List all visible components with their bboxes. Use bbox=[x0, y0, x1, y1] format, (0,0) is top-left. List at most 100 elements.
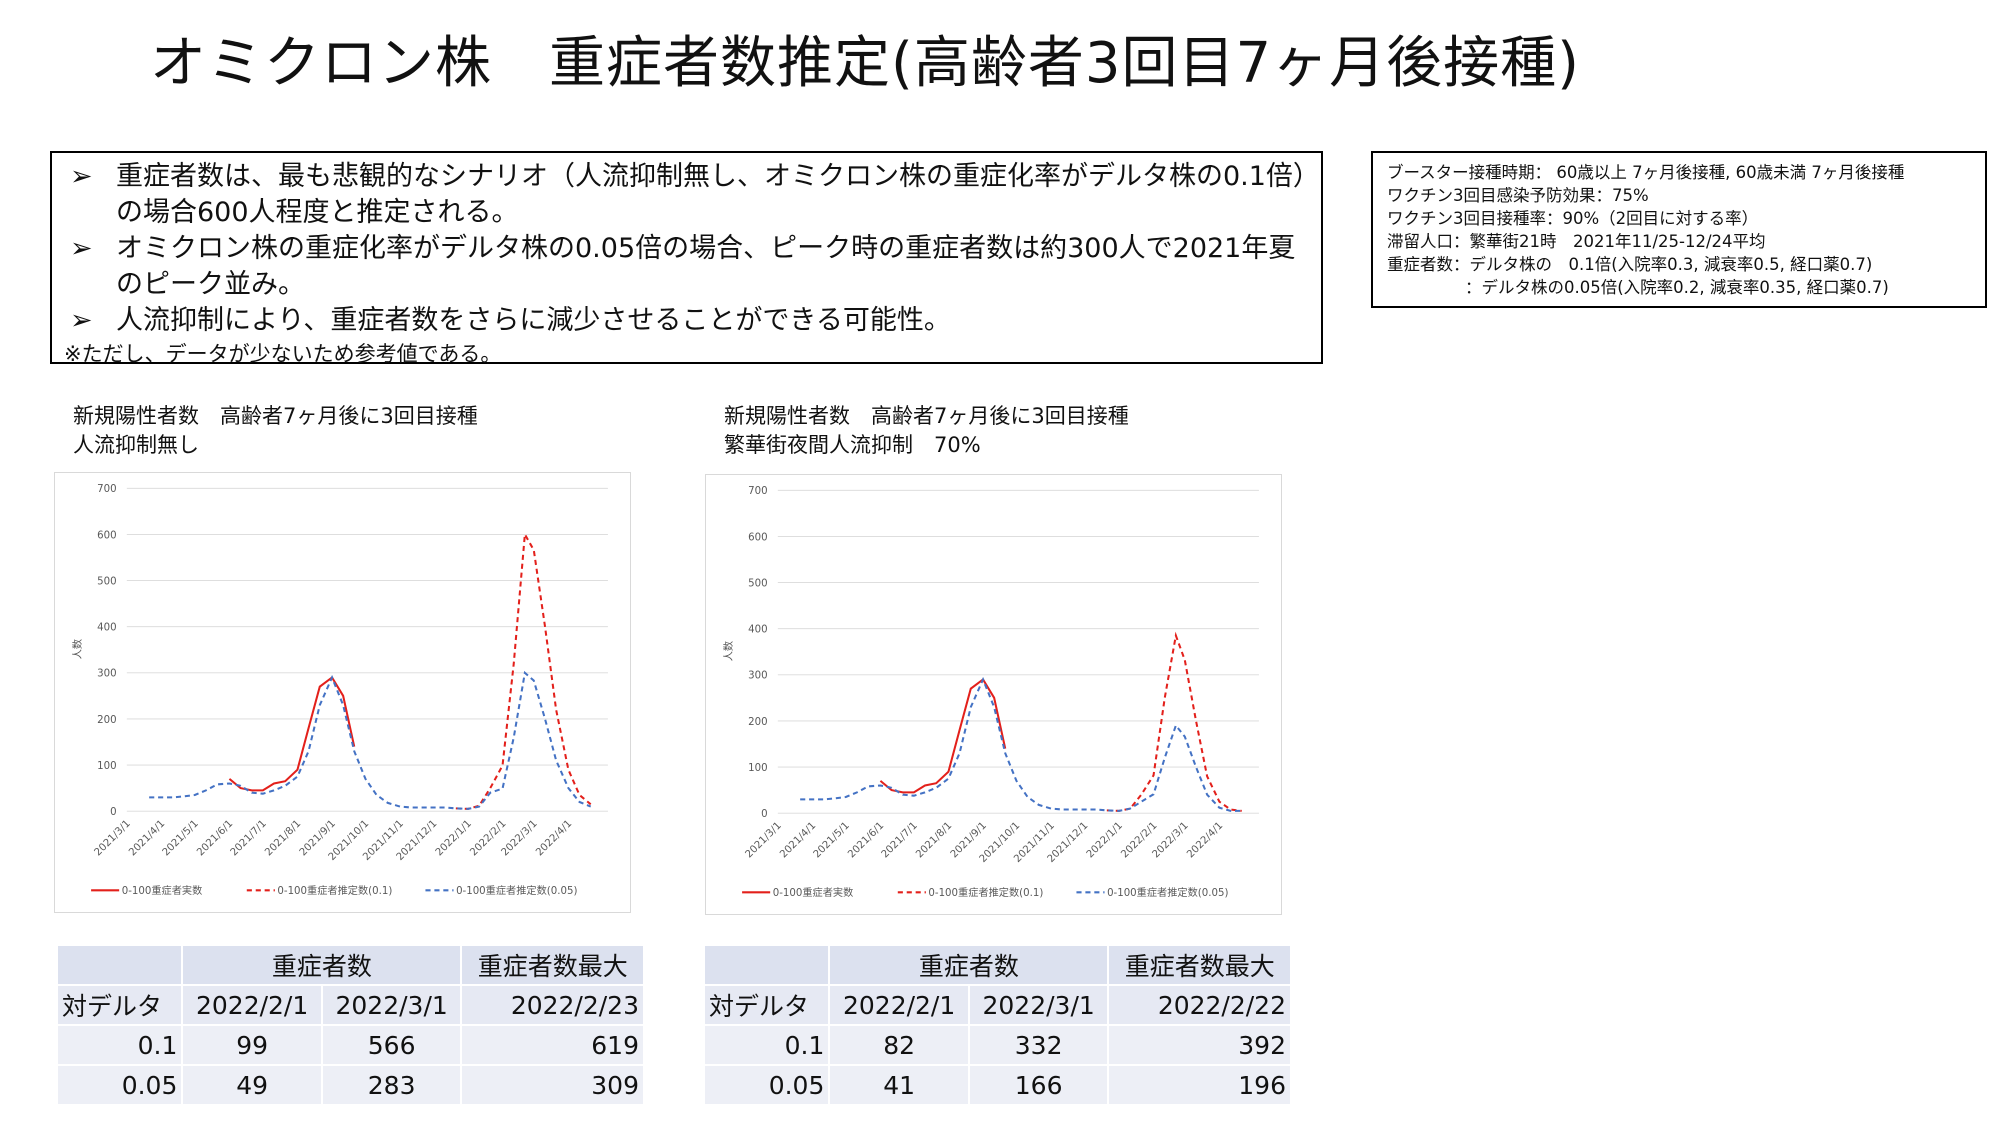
assumption: 重症者数：デルタ株の 0.1倍(入院率0.3, 減衰率0.5, 経口薬0.7) bbox=[1387, 255, 1873, 274]
y-tick-label: 500 bbox=[97, 576, 116, 587]
y-tick-label: 600 bbox=[97, 530, 116, 541]
table-cell: 2022/3/1 bbox=[321, 985, 463, 1026]
table-cell: 283 bbox=[321, 1065, 463, 1106]
table-cell: 41 bbox=[829, 1065, 970, 1106]
table-row: 対デルタ 2022/2/1 2022/3/1 2022/2/23 bbox=[58, 985, 645, 1026]
table-cell: 49 bbox=[182, 1065, 323, 1106]
legend-label: 0-100重症者推定数(0.1) bbox=[928, 886, 1043, 899]
y-tick-label: 300 bbox=[97, 669, 116, 680]
assumption: ワクチン3回目接種率：90%（2回目に対する率） bbox=[1387, 209, 1759, 228]
table-cell bbox=[705, 946, 831, 986]
table-row: 0.05 49 283 309 bbox=[58, 1065, 645, 1106]
y-tick-label: 0 bbox=[761, 809, 767, 820]
y-tick-label: 700 bbox=[97, 484, 116, 495]
y-axis-label: 人数 bbox=[722, 641, 735, 661]
table-cell: 2022/2/1 bbox=[829, 985, 970, 1026]
note: ※ただし、データが少ないため参考値である。 bbox=[64, 342, 502, 366]
line bbox=[1106, 631, 1242, 812]
table-cell: 2022/3/1 bbox=[968, 985, 1110, 1026]
table-cell: 309 bbox=[461, 1065, 645, 1106]
y-tick-label: 500 bbox=[748, 578, 767, 589]
x-tick-label: 2021/8/1 bbox=[263, 818, 303, 858]
table-row: 重症者数 重症者数最大 bbox=[58, 946, 645, 986]
bullet: 人流抑制により、重症者数をさらに減少させることができる可能性。 bbox=[64, 303, 1309, 339]
table-cell: 重症者数最大 bbox=[1108, 946, 1292, 986]
x-tick-label: 2022/1/1 bbox=[1085, 820, 1125, 860]
y-tick-label: 600 bbox=[748, 532, 767, 543]
table-cell: 0.1 bbox=[58, 1025, 184, 1066]
bullet: オミクロン株の重症化率がデルタ株の0.05倍の場合、ピーク時の重症者数は約300… bbox=[64, 231, 1309, 303]
chart: 0100200300400500600700人数2021/3/12021/4/1… bbox=[54, 472, 631, 913]
x-tick-label: 2022/4/1 bbox=[534, 818, 574, 858]
assumption: ：デルタ株の0.05倍(入院率0.2, 減衰率0.35, 経口薬0.7) bbox=[1465, 278, 1889, 297]
x-tick-label: 2021/5/1 bbox=[812, 820, 852, 860]
line bbox=[455, 531, 592, 810]
y-tick-label: 0 bbox=[110, 807, 116, 818]
table: 重症者数 重症者数最大 対デルタ 2022/2/1 2022/3/1 2022/2/23 0… bbox=[58, 946, 645, 1106]
chart-title: 新規陽性者数 高齢者7ヶ月後に3回目接種 bbox=[73, 404, 478, 428]
legend-label: 0-100重症者推定数(0.1) bbox=[277, 884, 392, 897]
assumptions-box: ブースター接種時期： 60歳以上 7ヶ月後接種, 60歳未満 7ヶ月後接種 ワク… bbox=[1371, 151, 1987, 308]
table-row: 対デルタ 2022/2/1 2022/3/1 2022/2/22 bbox=[705, 985, 1292, 1026]
x-tick-label: 2021/7/1 bbox=[229, 818, 269, 858]
y-tick-label: 400 bbox=[748, 625, 767, 636]
table-cell: 重症者数 bbox=[829, 946, 1110, 986]
table-cell: 対デルタ bbox=[58, 985, 184, 1026]
table-cell: 619 bbox=[461, 1025, 645, 1066]
table-cell: 99 bbox=[182, 1025, 323, 1066]
x-tick-label: 2021/3/1 bbox=[744, 820, 784, 860]
table-cell: 566 bbox=[321, 1025, 463, 1066]
table-cell: 196 bbox=[1108, 1065, 1292, 1106]
y-tick-label: 400 bbox=[97, 623, 116, 634]
table-cell: 2022/2/1 bbox=[182, 985, 323, 1026]
table-row: 重症者数 重症者数最大 bbox=[705, 946, 1292, 986]
table-cell: 2022/2/23 bbox=[461, 985, 645, 1026]
table-cell: 対デルタ bbox=[705, 985, 831, 1026]
table-cell: 0.1 bbox=[705, 1025, 831, 1066]
bullet: 重症者数は、最も悲観的なシナリオ（人流抑制無し、オミクロン株の重症化率がデルタ株… bbox=[64, 159, 1309, 231]
table-row: 0.1 99 566 619 bbox=[58, 1025, 645, 1066]
x-tick-label: 2022/1/1 bbox=[434, 818, 474, 858]
assumption: ワクチン3回目感染予防効果：75% bbox=[1387, 186, 1649, 205]
y-tick-label: 200 bbox=[748, 717, 767, 728]
x-tick-label: 2021/7/1 bbox=[880, 820, 920, 860]
legend-label: 0-100重症者実数 bbox=[773, 886, 854, 899]
line bbox=[228, 675, 356, 792]
x-tick-label: 2021/3/1 bbox=[93, 818, 133, 858]
legend-label: 0-100重症者推定数(0.05) bbox=[456, 884, 577, 897]
y-tick-label: 700 bbox=[748, 486, 767, 497]
y-tick-label: 300 bbox=[748, 671, 767, 682]
assumption: ブースター接種時期： 60歳以上 7ヶ月後接種, 60歳未満 7ヶ月後接種 bbox=[1387, 163, 1905, 182]
legend-label: 0-100重症者推定数(0.05) bbox=[1107, 886, 1228, 899]
chart-title: 新規陽性者数 高齢者7ヶ月後に3回目接種 bbox=[724, 404, 1129, 428]
table-cell: 2022/2/22 bbox=[1108, 985, 1292, 1026]
chart: 0100200300400500600700人数2021/3/12021/4/1… bbox=[705, 474, 1282, 915]
table-cell: 82 bbox=[829, 1025, 970, 1066]
line bbox=[149, 670, 592, 810]
y-axis-label: 人数 bbox=[71, 639, 84, 659]
table-cell: 392 bbox=[1108, 1025, 1292, 1066]
assumption: 滞留人口：繁華街21時 2021年11/25-12/24平均 bbox=[1387, 232, 1766, 251]
y-tick-label: 100 bbox=[97, 761, 116, 772]
x-tick-label: 2022/4/1 bbox=[1185, 820, 1225, 860]
table-cell: 332 bbox=[968, 1025, 1110, 1066]
table-row: 0.1 82 332 392 bbox=[705, 1025, 1292, 1066]
line bbox=[879, 677, 1007, 794]
table-cell bbox=[58, 946, 184, 986]
title: オミクロン株 重症者数推定(高齢者3回目7ヶ月後接種) bbox=[150, 31, 1580, 96]
table-cell: 166 bbox=[968, 1065, 1110, 1106]
chart-subtitle: 繁華街夜間人流抑制 70% bbox=[724, 433, 981, 457]
y-tick-label: 200 bbox=[97, 715, 116, 726]
x-tick-label: 2021/5/1 bbox=[161, 818, 201, 858]
table-row: 0.05 41 166 196 bbox=[705, 1065, 1292, 1106]
table-cell: 重症者数最大 bbox=[461, 946, 645, 986]
table-cell: 0.05 bbox=[705, 1065, 831, 1106]
chart-subtitle: 人流抑制無し bbox=[73, 433, 199, 457]
table: 重症者数 重症者数最大 対デルタ 2022/2/1 2022/3/1 2022/2/22 0… bbox=[705, 946, 1292, 1106]
line bbox=[800, 676, 1242, 812]
legend-label: 0-100重症者実数 bbox=[122, 884, 203, 897]
summary-box: 重症者数は、最も悲観的なシナリオ（人流抑制無し、オミクロン株の重症化率がデルタ株… bbox=[50, 151, 1323, 366]
table-cell: 0.05 bbox=[58, 1065, 184, 1106]
table-cell: 重症者数 bbox=[182, 946, 463, 986]
